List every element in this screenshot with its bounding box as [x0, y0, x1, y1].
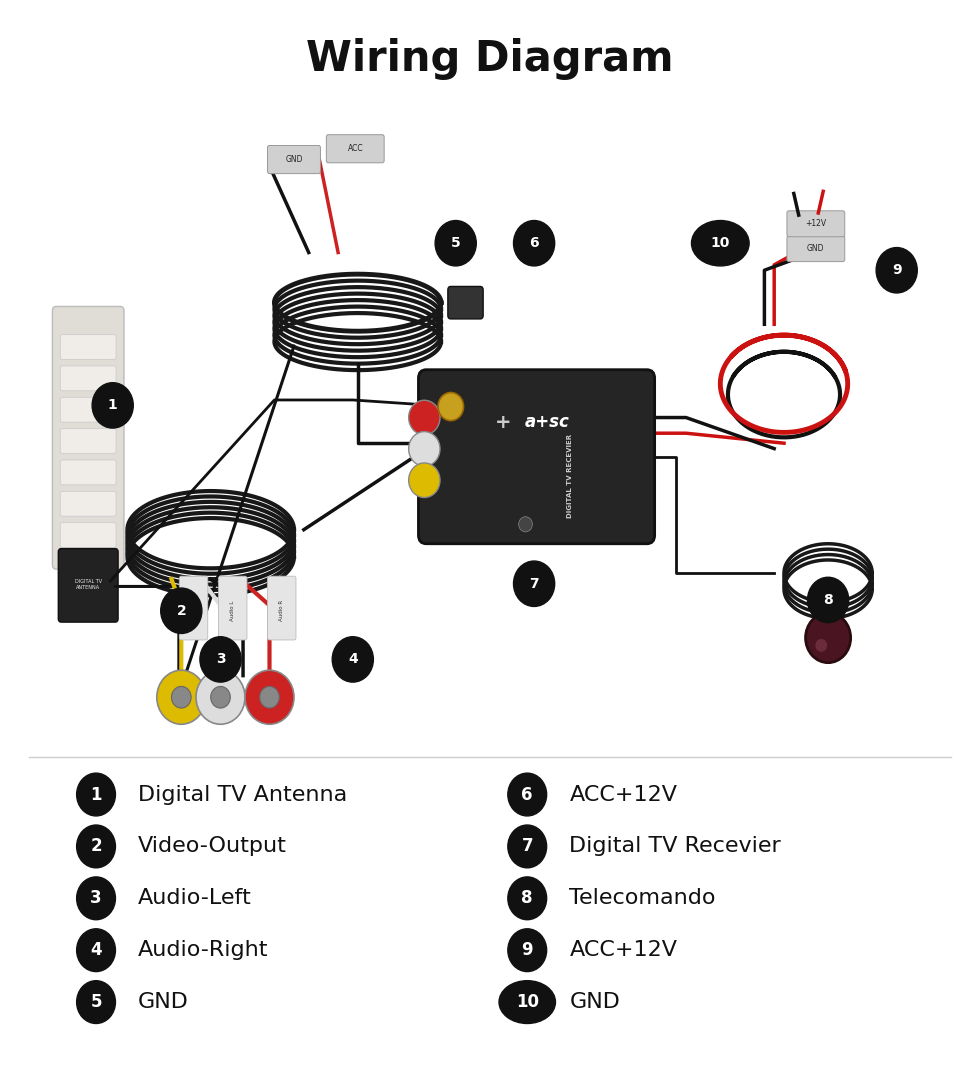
- Circle shape: [211, 686, 230, 708]
- Ellipse shape: [876, 248, 917, 293]
- Circle shape: [815, 639, 827, 652]
- Text: GND: GND: [285, 155, 303, 164]
- FancyBboxPatch shape: [219, 576, 247, 640]
- Ellipse shape: [200, 637, 241, 682]
- Text: 4: 4: [90, 942, 102, 959]
- Text: 9: 9: [521, 942, 533, 959]
- Text: 6: 6: [521, 786, 533, 803]
- FancyBboxPatch shape: [61, 461, 117, 484]
- Ellipse shape: [76, 773, 116, 816]
- Text: Video-Output: Video-Output: [138, 837, 287, 856]
- Ellipse shape: [508, 929, 547, 972]
- Text: 8: 8: [521, 890, 533, 907]
- FancyBboxPatch shape: [61, 365, 117, 390]
- Text: 10: 10: [710, 237, 730, 250]
- Circle shape: [172, 686, 191, 708]
- Text: GND: GND: [138, 992, 189, 1012]
- FancyBboxPatch shape: [787, 211, 845, 237]
- Ellipse shape: [499, 980, 556, 1024]
- Circle shape: [806, 613, 851, 663]
- Text: 3: 3: [216, 653, 225, 666]
- FancyBboxPatch shape: [52, 307, 123, 569]
- Text: a+sc: a+sc: [525, 413, 570, 431]
- Circle shape: [260, 686, 279, 708]
- Text: ACC: ACC: [348, 144, 363, 154]
- Text: ACC+12V: ACC+12V: [569, 785, 677, 804]
- Text: DIGITAL TV RECEVIER: DIGITAL TV RECEVIER: [566, 433, 572, 518]
- Ellipse shape: [161, 588, 202, 633]
- Text: Digital TV Antenna: Digital TV Antenna: [138, 785, 348, 804]
- Ellipse shape: [514, 561, 555, 606]
- Text: Audio-Right: Audio-Right: [138, 940, 269, 960]
- Ellipse shape: [514, 221, 555, 266]
- Text: Audio-Left: Audio-Left: [138, 889, 252, 908]
- Text: 2: 2: [176, 604, 186, 617]
- Ellipse shape: [76, 877, 116, 920]
- FancyBboxPatch shape: [448, 286, 483, 319]
- FancyBboxPatch shape: [418, 370, 655, 544]
- FancyBboxPatch shape: [268, 146, 320, 174]
- Text: 10: 10: [515, 993, 539, 1011]
- Text: Video: Video: [190, 603, 196, 618]
- Text: DIGITAL TV
ANTENNA: DIGITAL TV ANTENNA: [74, 579, 102, 589]
- FancyBboxPatch shape: [61, 334, 117, 359]
- Text: Wiring Diagram: Wiring Diagram: [306, 38, 673, 80]
- Ellipse shape: [508, 773, 547, 816]
- Circle shape: [409, 463, 440, 497]
- Ellipse shape: [332, 637, 373, 682]
- FancyBboxPatch shape: [787, 236, 845, 262]
- Text: Audio L: Audio L: [229, 601, 235, 620]
- Text: 1: 1: [108, 399, 118, 412]
- FancyBboxPatch shape: [268, 576, 296, 640]
- Circle shape: [438, 392, 464, 421]
- Ellipse shape: [92, 383, 133, 428]
- Text: Audio R: Audio R: [278, 600, 284, 622]
- Circle shape: [157, 670, 206, 724]
- Ellipse shape: [808, 577, 849, 623]
- Text: GND: GND: [808, 244, 824, 253]
- Text: 9: 9: [892, 264, 902, 277]
- Ellipse shape: [76, 980, 116, 1024]
- Text: 2: 2: [90, 838, 102, 855]
- Text: 5: 5: [90, 993, 102, 1011]
- Text: 7: 7: [521, 838, 533, 855]
- Circle shape: [409, 400, 440, 435]
- Text: 8: 8: [823, 593, 833, 606]
- Text: +12V: +12V: [806, 219, 826, 228]
- FancyBboxPatch shape: [179, 576, 208, 640]
- Circle shape: [409, 431, 440, 466]
- Ellipse shape: [508, 825, 547, 868]
- Text: Telecomando: Telecomando: [569, 889, 715, 908]
- Text: GND: GND: [569, 992, 620, 1012]
- Ellipse shape: [692, 221, 749, 266]
- FancyBboxPatch shape: [326, 135, 384, 163]
- Ellipse shape: [435, 221, 476, 266]
- FancyBboxPatch shape: [61, 428, 117, 454]
- Text: 3: 3: [90, 890, 102, 907]
- Ellipse shape: [76, 929, 116, 972]
- FancyBboxPatch shape: [61, 522, 117, 547]
- Text: +: +: [495, 413, 512, 431]
- Text: 4: 4: [348, 653, 358, 666]
- Text: 6: 6: [529, 237, 539, 250]
- FancyBboxPatch shape: [61, 397, 117, 422]
- FancyBboxPatch shape: [61, 491, 117, 517]
- Circle shape: [196, 670, 245, 724]
- Text: 1: 1: [90, 786, 102, 803]
- Text: 7: 7: [529, 577, 539, 590]
- Text: Digital TV Recevier: Digital TV Recevier: [569, 837, 781, 856]
- Text: 5: 5: [451, 237, 461, 250]
- FancyBboxPatch shape: [58, 548, 118, 622]
- Ellipse shape: [508, 877, 547, 920]
- Text: ACC+12V: ACC+12V: [569, 940, 677, 960]
- Circle shape: [518, 517, 532, 532]
- Circle shape: [245, 670, 294, 724]
- Ellipse shape: [76, 825, 116, 868]
